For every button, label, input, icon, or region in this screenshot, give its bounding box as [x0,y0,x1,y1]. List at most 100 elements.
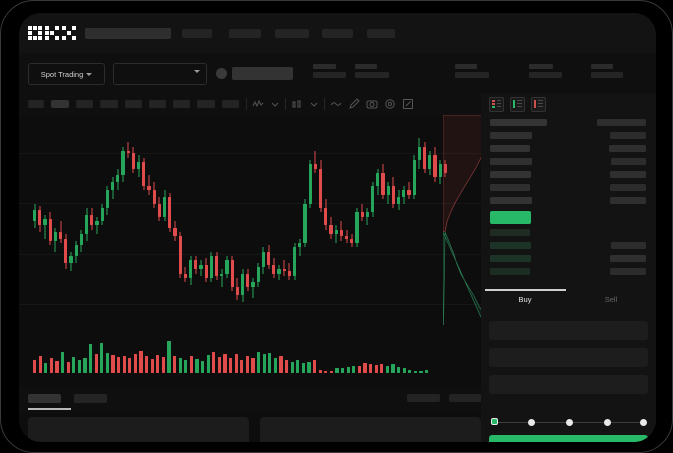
order-amount-slider[interactable] [490,418,647,427]
volume-bar [212,352,216,373]
volume-bar [285,359,289,373]
slider-handle[interactable] [491,418,498,425]
nav-item-5[interactable] [367,29,395,38]
bottom-tabs [19,387,482,413]
candle [261,115,265,325]
candle [38,115,42,325]
submit-buy-button[interactable] [489,435,648,442]
bottom-action-1[interactable] [407,394,440,402]
order-field-3[interactable] [489,375,648,394]
volume-bar [279,355,283,373]
market-stat-1 [313,64,346,78]
candle [360,115,364,325]
orderbook-bid-row[interactable] [490,242,531,249]
volume-bar [206,355,210,373]
volume-bar [369,364,373,373]
candle [412,115,416,325]
candle [209,115,213,325]
timeframe-4[interactable] [100,100,118,108]
candle [199,115,203,325]
indicators-icon[interactable] [252,98,264,110]
volume-bar [49,358,53,373]
volume-bar [189,356,193,373]
timeframe-9[interactable] [222,100,239,108]
orderbook-ask-row[interactable] [490,171,531,178]
orderbook-bid-row[interactable] [490,255,531,262]
timeframe-2[interactable] [51,100,69,108]
orderbook-spread-highlight[interactable] [490,211,531,224]
chevron-down-icon [86,72,93,76]
orderbook-ask-amount [610,197,646,204]
market-type-selector[interactable]: Spot Trading [28,63,105,85]
candlestick-chart[interactable] [19,115,481,325]
candle [308,115,312,325]
nav-item-3[interactable] [275,29,309,38]
candle [43,115,47,325]
timeframe-6[interactable] [149,100,166,108]
volume-bar [313,359,317,373]
orderbook-ask-row[interactable] [490,119,547,126]
orderbook-bid-row[interactable] [490,229,530,236]
footer-panel-2[interactable] [260,417,481,442]
timeframe-5[interactable] [125,100,142,108]
volume-bar [217,357,221,373]
orderbook-bid-amount [611,242,646,249]
nav-item-2[interactable] [229,29,261,38]
bottom-tab-2[interactable] [74,394,107,403]
candle [241,115,245,325]
bottom-tab-1[interactable] [28,394,61,403]
settings-gear-icon[interactable] [384,98,396,110]
volume-bar [128,358,132,373]
orderbook-asks-icon[interactable] [531,97,546,112]
slider-step-5[interactable] [640,419,647,426]
volume-bar [257,351,261,373]
candle [381,115,385,325]
candle [230,115,234,325]
timeframe-3[interactable] [76,100,93,108]
timeframe-8[interactable] [197,100,215,108]
chevron-down-icon[interactable] [308,98,320,110]
orderbook-ask-amount [597,119,646,126]
search-input[interactable] [85,28,171,39]
volume-bar [66,361,70,373]
line-chart-icon[interactable] [330,98,342,110]
candle [79,115,83,325]
nav-item-4[interactable] [322,29,353,38]
footer-panel-1[interactable] [28,417,249,442]
slider-step-3[interactable] [566,419,573,426]
candle [142,115,146,325]
candle [376,115,380,325]
tab-buy[interactable]: Buy [518,295,532,304]
chevron-down-icon[interactable] [269,98,281,110]
bottom-action-2[interactable] [449,394,482,402]
candle [215,115,219,325]
candle [105,115,109,325]
nav-item-1[interactable] [182,29,212,38]
slider-step-4[interactable] [604,419,611,426]
pencil-icon[interactable] [348,98,360,110]
orderbook-ask-row[interactable] [490,145,530,152]
fullscreen-icon[interactable] [402,98,414,110]
orderbook-bid-row[interactable] [490,268,530,275]
orderbook-ask-row[interactable] [490,132,532,139]
okx-logo-icon[interactable] [28,26,76,40]
order-field-2[interactable] [489,348,648,367]
camera-icon[interactable] [366,98,378,110]
orderbook-ask-row[interactable] [490,158,532,165]
candle [121,115,125,325]
timeframe-1[interactable] [28,100,44,108]
slider-step-2[interactable] [528,419,535,426]
orderbook-bids-icon[interactable] [510,97,525,112]
tab-sell[interactable]: Sell [604,295,618,304]
trading-pair-selector[interactable] [113,63,207,85]
candle [324,115,328,325]
orderbook-both-icon[interactable] [489,97,504,112]
orderbook-ask-row[interactable] [490,184,530,191]
chart-gridline [19,152,481,154]
order-field-1[interactable] [489,321,648,340]
candle-type-icon[interactable] [291,98,303,110]
timeframe-7[interactable] [173,100,190,108]
orderbook-ask-row[interactable] [490,197,532,204]
candle [53,115,57,325]
volume-bar [324,370,328,373]
